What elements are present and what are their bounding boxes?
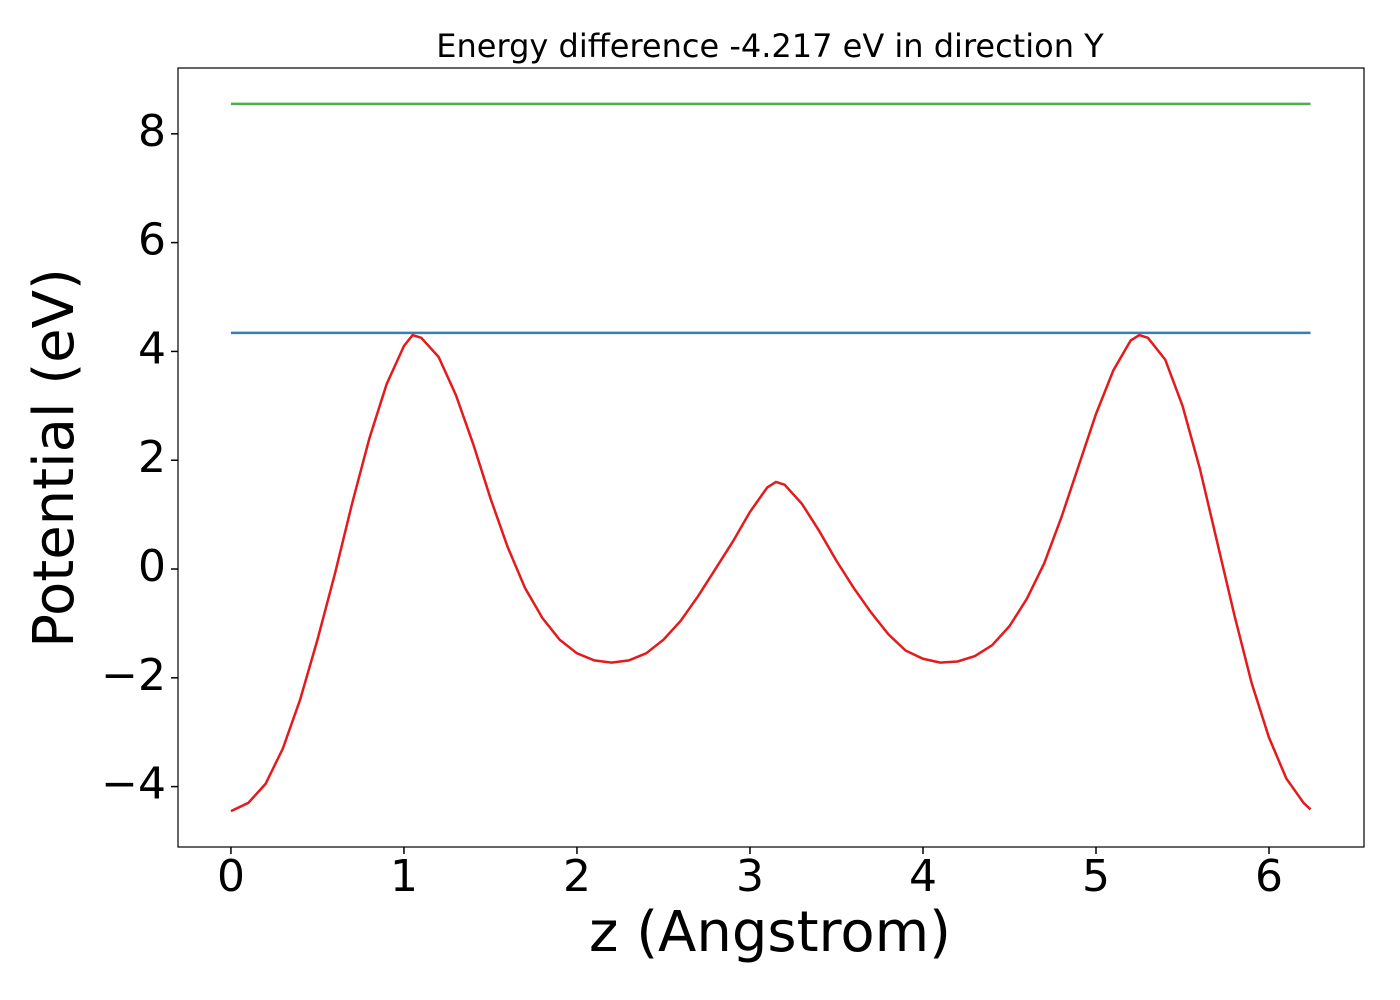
x-tick-label: 5 (1082, 851, 1110, 902)
y-tick-label: 6 (138, 215, 166, 266)
y-tick-label: −2 (101, 650, 166, 701)
y-tick-label: 8 (138, 106, 166, 157)
y-tick-label: −4 (101, 759, 166, 810)
x-tick-label: 6 (1255, 851, 1283, 902)
x-tick-label: 3 (736, 851, 764, 902)
chart-title: Energy difference -4.217 eV in direction… (436, 27, 1104, 65)
x-tick-label: 1 (390, 851, 418, 902)
x-tick-label: 4 (909, 851, 937, 902)
x-axis-label: z (Angstrom) (589, 900, 951, 965)
y-tick-label: 0 (138, 541, 166, 592)
x-tick-label: 0 (217, 851, 245, 902)
y-axis-label: Potential (eV) (22, 268, 87, 648)
data-line (230, 333, 1312, 813)
plot-frame (177, 67, 1365, 848)
y-tick-label: 4 (138, 323, 166, 374)
x-tick-label: 2 (563, 851, 591, 902)
y-tick-label: 2 (138, 432, 166, 483)
